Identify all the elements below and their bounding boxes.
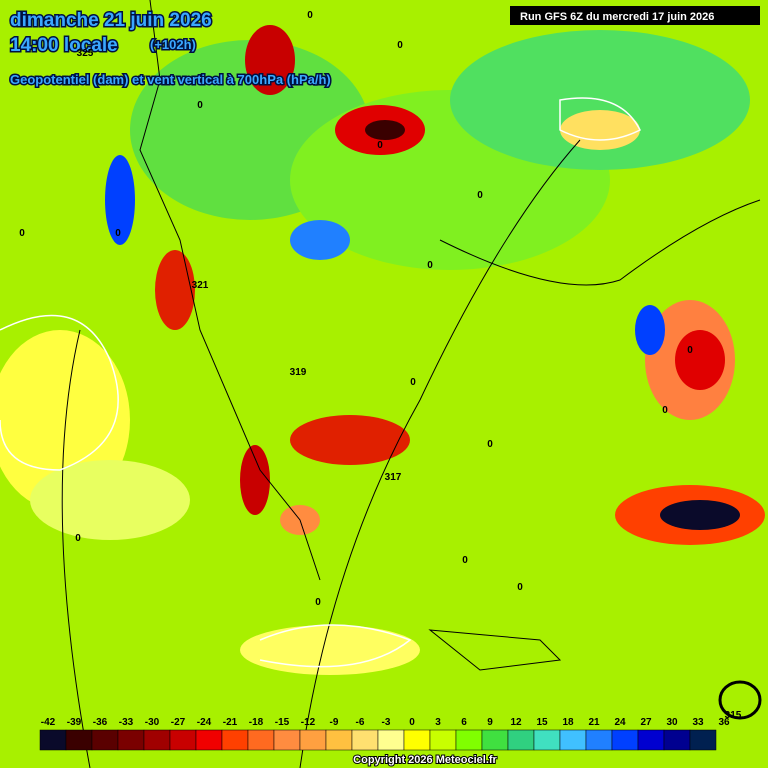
time: 14:00 locale [10, 35, 118, 56]
subtitle: Geopotentiel (dam) et vent vertical à 70… [10, 72, 331, 87]
legend-swatch [377, 729, 405, 751]
legend-label: -3 [382, 717, 391, 728]
legend-label: -9 [330, 717, 339, 728]
legend-swatch [325, 729, 353, 751]
legend: -42 -39 -36 -33 -30 -27 -24 -21 -18 -15 -12 -9 -6 -3 0… [39, 717, 730, 751]
legend-swatch [91, 729, 119, 751]
contour-label: 315 [725, 710, 742, 721]
contour-label: 0 [687, 345, 693, 356]
legend-label: -21 [223, 717, 238, 728]
contour-label: 319 [290, 367, 307, 378]
run-box [510, 6, 760, 25]
legend-swatch [143, 729, 171, 751]
date: dimanche 21 juin 2026 [10, 10, 212, 31]
legend-swatch [299, 729, 327, 751]
contour-label: 325 [77, 48, 94, 59]
legend-label: 27 [640, 717, 652, 728]
legend-swatch [455, 729, 483, 751]
legend-swatch [169, 729, 197, 751]
legend-label: -42 [41, 717, 56, 728]
legend-label: -39 [67, 717, 82, 728]
legend-label: -33 [119, 717, 134, 728]
legend-swatch [351, 729, 379, 751]
legend-label: 36 [718, 717, 730, 728]
contour-label: 0 [115, 228, 121, 239]
legend-swatch [65, 729, 93, 751]
legend-swatch [429, 729, 457, 751]
legend-label: 18 [562, 717, 574, 728]
coastlines [61, 0, 761, 769]
legend-label: 0 [409, 717, 415, 728]
contour-label: 0 [662, 405, 668, 416]
legend-label: 3 [435, 717, 441, 728]
legend-label: 24 [614, 717, 626, 728]
contour-label: 0 [410, 377, 416, 388]
legend-swatch [559, 729, 587, 751]
legend-swatch [403, 729, 431, 751]
legend-label: 21 [588, 717, 600, 728]
legend-label: -6 [356, 717, 365, 728]
contour-label: 321 [192, 280, 209, 291]
contour-label: 0 [477, 190, 483, 201]
legend-swatch [611, 729, 639, 751]
legend-label: -24 [197, 717, 212, 728]
legend-swatch [689, 729, 717, 751]
isolines [0, 97, 642, 668]
legend-swatch [533, 729, 561, 751]
legend-label: 12 [510, 717, 522, 728]
legend-swatch [481, 729, 509, 751]
legend-label: -18 [249, 717, 264, 728]
legend-label: -27 [171, 717, 186, 728]
legend-swatch [663, 729, 691, 751]
legend-label: -36 [93, 717, 108, 728]
contour-label: 0 [377, 140, 383, 151]
legend-label: 30 [666, 717, 678, 728]
contour-label: 0 [315, 597, 321, 608]
legend-swatch [195, 729, 223, 751]
contour-label: 0 [197, 100, 203, 111]
lead-time: (+102h) [150, 37, 196, 52]
contour-label: 317 [385, 472, 402, 483]
contour-label: 0 [307, 10, 313, 21]
legend-swatch [117, 729, 145, 751]
legend-swatch [585, 729, 613, 751]
copyright: Copyright 2026 Meteociel.fr [353, 754, 497, 766]
legend-label: 15 [536, 717, 548, 728]
legend-swatch [221, 729, 249, 751]
legend-label: 9 [487, 717, 493, 728]
legend-label: -30 [145, 717, 160, 728]
legend-swatch [247, 729, 275, 751]
contour-label: 0 [517, 582, 523, 593]
legend-swatch [637, 729, 665, 751]
contour-label: 0 [397, 40, 403, 51]
legend-swatch [273, 729, 301, 751]
legend-swatch [39, 729, 67, 751]
legend-swatch [507, 729, 535, 751]
contour-labels: 0 0 0 0 0 0 0 0 0 0 0 0 0 0 0 0 321 319 317 315 325 [19, 10, 742, 721]
legend-label: -12 [301, 717, 316, 728]
contour-label: 0 [462, 555, 468, 566]
contour-label: 0 [427, 260, 433, 271]
legend-label: 33 [692, 717, 704, 728]
contour-label: 0 [487, 439, 493, 450]
legend-label: -15 [275, 717, 290, 728]
run-info: Run GFS 6Z du mercredi 17 juin 2026 [520, 11, 714, 23]
contour-label: 0 [19, 228, 25, 239]
contour-label: 0 [75, 533, 81, 544]
legend-label: 6 [461, 717, 467, 728]
